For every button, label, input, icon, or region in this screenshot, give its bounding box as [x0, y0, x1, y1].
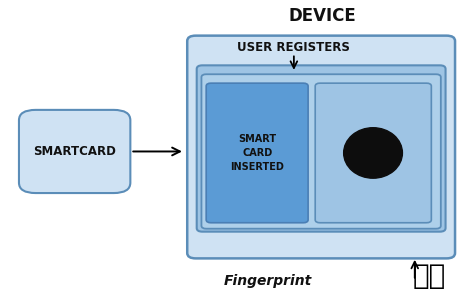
Text: DEVICE: DEVICE [289, 7, 356, 25]
Text: USER REGISTERS: USER REGISTERS [237, 41, 350, 54]
Text: SMARTCARD: SMARTCARD [33, 145, 116, 158]
FancyBboxPatch shape [187, 36, 455, 258]
FancyBboxPatch shape [19, 110, 130, 193]
Ellipse shape [344, 128, 402, 178]
Text: SMART
CARD
INSERTED: SMART CARD INSERTED [230, 134, 284, 172]
FancyBboxPatch shape [315, 83, 431, 223]
FancyBboxPatch shape [206, 83, 308, 223]
Text: 👆🏽: 👆🏽 [412, 263, 446, 290]
FancyBboxPatch shape [197, 65, 446, 232]
FancyBboxPatch shape [201, 74, 441, 229]
Text: Fingerprint: Fingerprint [224, 274, 312, 288]
